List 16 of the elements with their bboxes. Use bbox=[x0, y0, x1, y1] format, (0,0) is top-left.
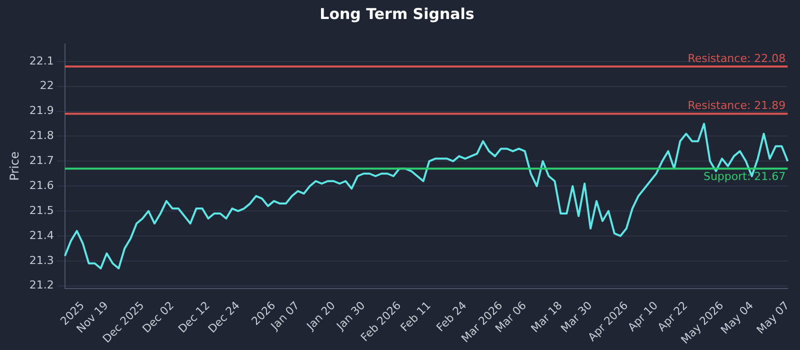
y-tick-label: 21.2 bbox=[29, 278, 54, 292]
y-axis-title: Price bbox=[7, 152, 22, 181]
y-tick-label: 22.1 bbox=[29, 54, 54, 68]
y-tick-label: 21.5 bbox=[29, 204, 54, 217]
ref-line-label: Resistance: 21.89 bbox=[688, 99, 786, 112]
x-tick-label: Jan 20 bbox=[304, 298, 338, 334]
y-tick-label: 21.9 bbox=[29, 104, 54, 118]
ref-line-label: Support: 21.67 bbox=[703, 170, 786, 184]
chart-title: Long Term Signals bbox=[320, 4, 474, 23]
y-tick-label: 21.6 bbox=[29, 178, 54, 192]
y-tick-label: 21.3 bbox=[29, 254, 54, 267]
y-tick-label: 22 bbox=[40, 79, 54, 92]
y-tick-label: 21.8 bbox=[29, 129, 54, 142]
y-tick-label: 21.7 bbox=[29, 154, 54, 168]
y-tick-label: 21.4 bbox=[29, 228, 54, 242]
ref-line-label: Resistance: 22.08 bbox=[688, 52, 786, 65]
